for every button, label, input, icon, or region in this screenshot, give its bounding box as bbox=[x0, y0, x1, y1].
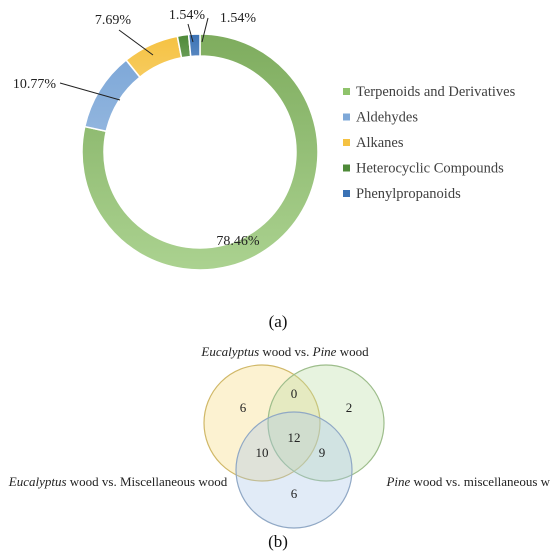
data-label-alkanes: 7.69% bbox=[95, 13, 132, 28]
venn-region-counts: 6 0 2 10 12 9 6 bbox=[240, 386, 353, 501]
legend-swatch-heterocyclic-compounds bbox=[343, 164, 350, 172]
venn-circle-set-a bbox=[203, 364, 321, 482]
legend-swatch-aldehydes bbox=[343, 113, 350, 121]
data-label-aldehydes: 10.77% bbox=[13, 77, 57, 92]
chart-legend: Terpenoids and Derivatives Aldehydes Alkan… bbox=[343, 84, 516, 202]
legend-swatch-alkanes bbox=[343, 139, 350, 146]
venn-count-all: 12 bbox=[288, 430, 301, 445]
leader-line-aldehydes bbox=[59, 82, 121, 101]
panel-label-a: (a) bbox=[269, 312, 288, 331]
donut-slice-aldehydes bbox=[83, 58, 141, 133]
venn-set-titles: Eucalyptus wood vs. Pine wood Pine wood v… bbox=[8, 344, 550, 489]
venn-count-b-c: 9 bbox=[319, 445, 326, 460]
legend-swatch-phenylpropanoids bbox=[343, 190, 350, 197]
legend-entry-aldehydes: Aldehydes bbox=[356, 110, 418, 126]
donut-slice-terpenoids-and-derivatives bbox=[81, 33, 319, 271]
donut-slice-alkanes bbox=[125, 35, 183, 79]
panel-label-b: (b) bbox=[268, 532, 288, 551]
venn-title-set-b: Pine wood vs. miscellaneous wood bbox=[385, 474, 550, 489]
venn-title-set-c: Eucalyptus wood vs. Miscellaneous wood bbox=[8, 474, 228, 489]
venn-count-a-c: 10 bbox=[256, 445, 269, 460]
legend-entry-terpenoids-and-derivatives: Terpenoids and Derivatives bbox=[356, 84, 516, 100]
data-label-terpenoids-and-derivatives: 78.46% bbox=[216, 234, 260, 249]
leader-line-phenylpropanoids bbox=[201, 17, 209, 43]
donut-data-labels: 78.46% 10.77% 7.69% 1.54% 1.54% bbox=[13, 8, 260, 249]
leader-line-alkanes bbox=[118, 29, 154, 56]
data-label-heterocyclic-compounds: 1.54% bbox=[169, 8, 206, 23]
venn-title-set-a: Eucalyptus wood vs. Pine wood bbox=[200, 344, 369, 359]
venn-count-only-a: 6 bbox=[240, 400, 247, 415]
legend-entry-phenylpropanoids: Phenylpropanoids bbox=[356, 186, 461, 202]
legend-entry-heterocyclic-compounds: Heterocyclic Compounds bbox=[356, 161, 504, 177]
donut-chart bbox=[81, 33, 319, 271]
venn-circle-set-b bbox=[267, 364, 385, 482]
venn-count-only-c: 6 bbox=[291, 486, 298, 501]
venn-count-only-b: 2 bbox=[346, 400, 353, 415]
donut-slice-phenylpropanoids bbox=[187, 33, 201, 58]
venn-diagram bbox=[203, 364, 385, 529]
venn-count-a-b: 0 bbox=[291, 386, 298, 401]
data-label-phenylpropanoids: 1.54% bbox=[220, 11, 257, 26]
leader-line-heterocyclic-compounds bbox=[187, 23, 194, 43]
venn-circle-set-c bbox=[235, 411, 353, 529]
legend-entry-alkanes: Alkanes bbox=[356, 135, 404, 151]
legend-swatch-terpenoids-and-derivatives bbox=[343, 88, 350, 95]
